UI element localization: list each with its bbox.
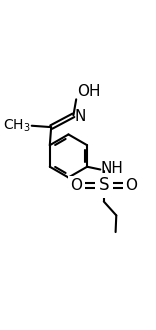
- Text: CH$_3$: CH$_3$: [3, 117, 31, 134]
- Text: OH: OH: [77, 83, 100, 99]
- Text: S: S: [99, 177, 109, 194]
- Text: N: N: [75, 109, 86, 123]
- Text: NH: NH: [101, 161, 124, 176]
- Text: O: O: [71, 178, 83, 193]
- Text: O: O: [125, 178, 137, 193]
